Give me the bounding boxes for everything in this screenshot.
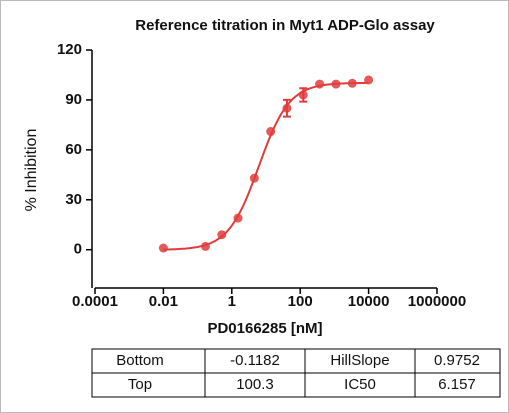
data-point [347, 78, 357, 88]
x-tick-label: 1000000 [408, 293, 466, 310]
x-tick-label: 0.01 [149, 293, 178, 310]
table-cell: 0.9752 [434, 352, 480, 369]
x-axis-label: PD0166285 [nM] [207, 320, 322, 337]
y-tick-label: 60 [65, 141, 82, 158]
chart-title: Reference titration in Myt1 ADP-Glo assa… [135, 17, 435, 34]
table-cell: HillSlope [330, 352, 389, 369]
data-point [364, 75, 374, 85]
y-axis-label: % Inhibition [23, 129, 40, 212]
data-point [217, 230, 227, 240]
data-point [233, 213, 243, 223]
fit-table [91, 348, 501, 398]
data-point [158, 243, 168, 253]
x-tick-label: 100 [288, 293, 313, 310]
data-point [249, 173, 259, 183]
data-point [200, 241, 210, 251]
y-tick-label: 0 [74, 241, 82, 258]
y-tick-label: 90 [65, 91, 82, 108]
table-cell: Bottom [116, 352, 164, 369]
table-cell: -0.1182 [230, 352, 280, 369]
data-point [298, 90, 308, 100]
x-tick-label: 1 [228, 293, 236, 310]
table-cell: IC50 [344, 376, 376, 393]
table-cell: Top [128, 376, 152, 393]
y-tick-label: 30 [65, 191, 82, 208]
data-point [266, 127, 276, 137]
data-point [331, 79, 341, 89]
y-tick-label: 120 [57, 41, 82, 58]
data-point [315, 79, 325, 89]
table-cell: 100.3 [236, 376, 274, 393]
table-cell: 6.157 [438, 376, 476, 393]
x-tick-label: 10000 [348, 293, 390, 310]
x-tick-label: 0.0001 [72, 293, 118, 310]
data-point [282, 103, 292, 113]
